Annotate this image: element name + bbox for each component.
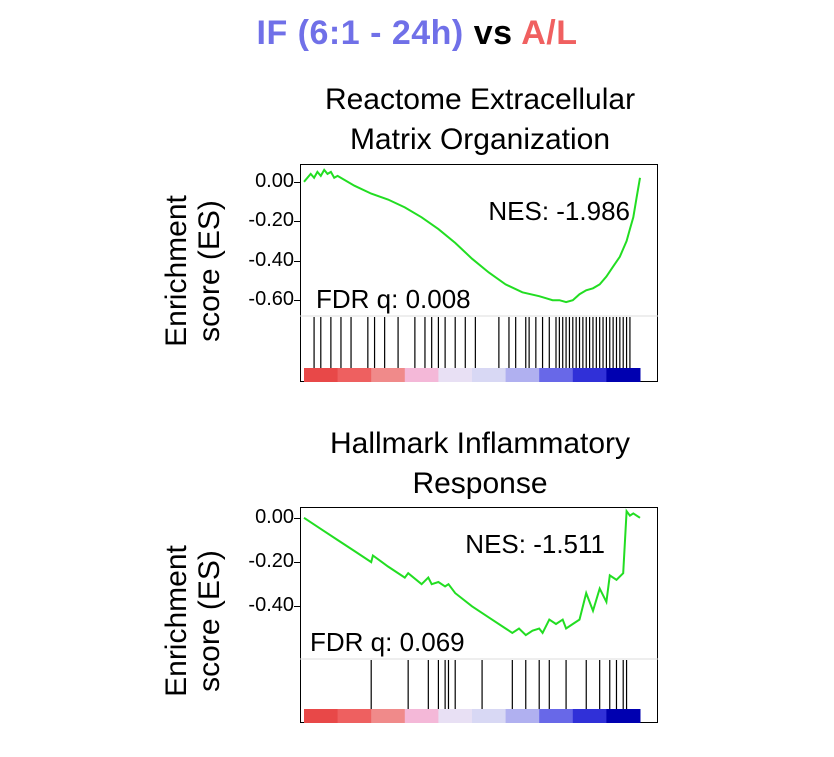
panel-2-ylabel: Enrichment score (ES) — [160, 516, 230, 726]
y-tick-mark — [294, 260, 300, 262]
enrichment-score-line — [302, 167, 641, 303]
ranked-list-color-segment — [337, 708, 372, 723]
fdr-label: FDR q: 0.069 — [310, 627, 465, 657]
y-tick-label: -0.40 — [248, 248, 294, 271]
fdr-label: FDR q: 0.008 — [316, 284, 471, 314]
nes-label: NES: -1.511 — [465, 529, 605, 559]
headline-part-al: A/L — [521, 14, 578, 52]
y-tick-mark — [294, 300, 300, 302]
ranked-list-color-segment — [505, 367, 540, 382]
ranked-list-color-segment — [471, 708, 506, 723]
panel-1-ylabel-line2: score (ES) — [193, 200, 226, 342]
ranked-list-color-segment — [471, 367, 506, 382]
enrichment-score-line — [302, 507, 641, 636]
panel-1-ylabel-line1: Enrichment — [160, 195, 193, 347]
y-tick-mark — [294, 517, 300, 519]
panel-1-title-line2: Matrix Organization — [349, 123, 611, 156]
ranked-list-color-segment — [370, 708, 405, 723]
ranked-list-color-segment — [337, 367, 372, 382]
y-tick-mark — [294, 181, 300, 183]
panel-2-ylabel-line1: Enrichment — [160, 545, 193, 697]
ranked-list-color-segment — [404, 708, 439, 723]
ranked-list-color-segment — [572, 367, 607, 382]
ranked-list-color-segment — [303, 367, 338, 382]
ranked-list-color-segment — [605, 367, 640, 382]
y-tick-label: 0.00 — [255, 505, 294, 528]
ranked-list-color-segment — [505, 708, 540, 723]
ranked-list-color-segment — [437, 708, 472, 723]
y-tick-mark — [294, 606, 300, 608]
panel-2-title-line2: Response — [412, 467, 548, 500]
headline-part-if: IF (6:1 - 24h) — [256, 14, 464, 52]
y-tick-label: -0.60 — [248, 288, 294, 311]
panel-2-plot-area: NES: -1.511 FDR q: 0.069 — [299, 507, 658, 723]
ranked-list-color-segment — [303, 708, 338, 723]
panel-1-title-line1: Reactome Extracellular — [324, 83, 636, 116]
nes-label: NES: -1.986 — [488, 196, 630, 226]
headline-part-vs: vs — [463, 14, 522, 52]
ranked-list-color-segment — [605, 708, 640, 723]
panel-1-ylabel: Enrichment score (ES) — [160, 166, 230, 376]
ranked-list-color-segment — [538, 367, 573, 382]
y-tick-label: -0.20 — [248, 209, 294, 232]
y-tick-label: -0.20 — [248, 550, 294, 573]
panel-2-title-line1: Hallmark Inflammatory — [329, 427, 631, 460]
panel-1-svg: NES: -1.986 FDR q: 0.008 — [299, 167, 658, 382]
figure-headline: IF (6:1 - 24h) vs A/L — [0, 14, 834, 53]
y-tick-mark — [294, 221, 300, 223]
y-tick-mark — [294, 562, 300, 564]
y-tick-label: 0.00 — [255, 169, 294, 192]
ranked-list-color-segment — [572, 708, 607, 723]
y-tick-label: -0.40 — [248, 594, 294, 617]
ranked-list-color-segment — [370, 367, 405, 382]
ranked-list-color-segment — [404, 367, 439, 382]
panel-2-title: Hallmark Inflammatory Response — [270, 424, 690, 504]
panel-1-plot-area: NES: -1.986 FDR q: 0.008 — [299, 164, 658, 382]
panel-2-ylabel-line2: score (ES) — [193, 550, 226, 692]
panel-2-svg: NES: -1.511 FDR q: 0.069 — [299, 507, 658, 723]
ranked-list-color-segment — [538, 708, 573, 723]
panel-1-title: Reactome Extracellular Matrix Organizati… — [270, 80, 690, 160]
ranked-list-color-segment — [437, 367, 472, 382]
